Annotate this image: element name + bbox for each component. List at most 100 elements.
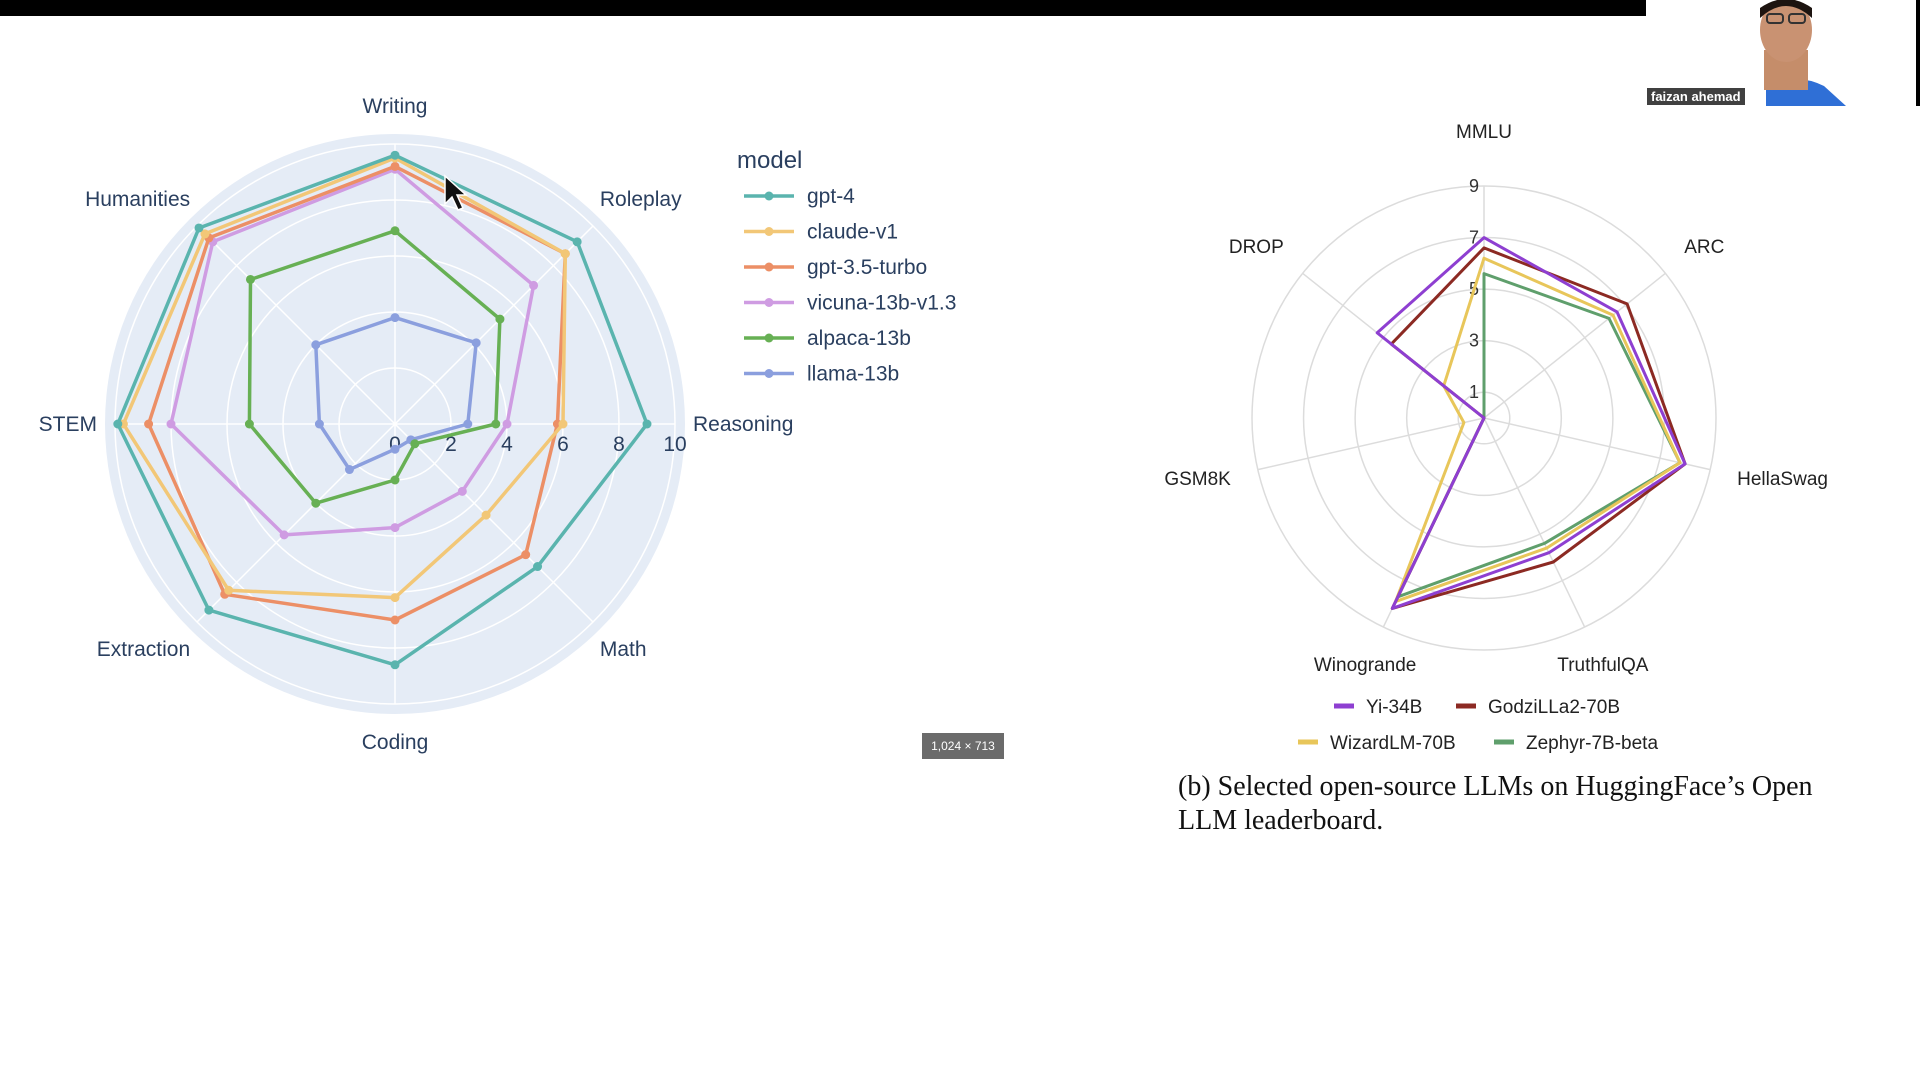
legend-marker-gpt-4 (764, 191, 774, 201)
open-llm-leaderboard-radar-chart: 13579MMLUARCHellaSwagTruthfulQAWinogrand… (1164, 122, 1828, 754)
data-point-claude-v1 (390, 593, 400, 603)
legend-label-llama-13b: llama-13b (807, 363, 899, 386)
mouse-cursor-icon (444, 174, 468, 211)
data-point-gpt-3-5-turbo (390, 161, 400, 171)
radial-tick-label: 8 (613, 433, 625, 456)
data-point-llama-13b (314, 419, 324, 429)
radar-spoke (196, 225, 396, 425)
axis-label-humanities: Humanities (85, 188, 190, 211)
legend-marker-gpt-3-5-turbo (764, 262, 774, 272)
radar-spoke (394, 225, 594, 425)
legend-marker-claude-v1 (764, 227, 774, 236)
radial-tick-label: 10 (663, 433, 686, 456)
axis-label-extraction: Extraction (97, 638, 190, 661)
axis-label-writing: Writing (363, 95, 428, 118)
legend-label-vicuna-13b-v1-3: vicuna-13b-v1.3 (807, 292, 956, 315)
radial-tick-label: 0 (389, 433, 401, 456)
data-point-vicuna-13b-v1-3 (502, 419, 512, 429)
webcam-thumbnail: faizan ahemad (1646, 0, 1886, 106)
radar-spoke (1483, 417, 1711, 471)
data-point-alpaca-13b (390, 226, 400, 236)
legend-label-claude-v1: claude-v1 (807, 221, 898, 244)
axis-label-arc: ARC (1684, 237, 1724, 258)
data-point-gpt-4 (572, 237, 582, 247)
data-point-alpaca-13b (311, 498, 321, 508)
radar-spoke (1257, 417, 1485, 471)
data-point-claude-v1 (558, 419, 568, 429)
legend-marker-alpaca-13b (764, 333, 774, 343)
webcam-participant-name: faizan ahemad (1647, 88, 1745, 105)
legend-label-gpt-3-5-turbo: gpt-3.5-turbo (807, 256, 927, 279)
data-point-vicuna-13b-v1-3 (390, 523, 400, 533)
radar-spoke (1483, 417, 1586, 628)
axis-label-reasoning: Reasoning (693, 413, 793, 436)
legend-title: model (737, 147, 802, 174)
axis-label-drop: DROP (1229, 237, 1284, 258)
series-line-yi-34b (1375, 236, 1687, 610)
series-line-wizardlm-70b (1394, 256, 1682, 603)
data-point-alpaca-13b (245, 274, 255, 284)
data-point-llama-13b (344, 465, 354, 475)
data-point-alpaca-13b (491, 419, 501, 429)
data-point-llama-13b (390, 313, 400, 323)
axis-label-stem: STEM (39, 413, 97, 436)
axis-label-roleplay: Roleplay (600, 188, 682, 211)
data-point-alpaca-13b (410, 439, 420, 449)
legend-marker-vicuna-13b-v1-3 (764, 298, 774, 307)
data-point-gpt-3-5-turbo (144, 419, 154, 429)
data-point-gpt-3-5-turbo (390, 615, 400, 625)
data-point-vicuna-13b-v1-3 (166, 419, 176, 429)
data-point-claude-v1 (481, 510, 491, 520)
data-point-alpaca-13b (390, 475, 400, 485)
legend-marker-llama-13b (764, 369, 774, 378)
radial-tick-label: 6 (557, 433, 569, 456)
legend-label-yi-34b: Yi-34B (1366, 697, 1422, 718)
data-point-gpt-3-5-turbo (521, 550, 531, 560)
data-point-alpaca-13b (495, 314, 505, 324)
data-point-gpt-4 (204, 605, 214, 615)
data-point-claude-v1 (200, 229, 210, 239)
data-point-gpt-4 (113, 419, 123, 429)
radial-tick-label: 7 (1469, 228, 1479, 248)
data-point-llama-13b (471, 338, 481, 348)
radial-tick-label: 2 (445, 433, 457, 456)
data-point-llama-13b (311, 340, 321, 350)
data-point-claude-v1 (560, 249, 570, 259)
data-point-vicuna-13b-v1-3 (457, 486, 467, 496)
data-point-vicuna-13b-v1-3 (529, 280, 539, 290)
data-point-vicuna-13b-v1-3 (279, 530, 289, 540)
figure-caption: (b) Selected open-source LLMs on Hugging… (1178, 771, 1813, 836)
data-point-llama-13b (390, 444, 400, 454)
radial-tick-label: 1 (1469, 382, 1479, 402)
legend-label-gpt-4: gpt-4 (807, 185, 855, 208)
series-line-godzilla2-70b (1389, 246, 1687, 610)
data-point-claude-v1 (224, 585, 234, 595)
axis-label-gsm8k: GSM8K (1164, 469, 1231, 490)
data-point-gpt-4 (533, 562, 543, 572)
radial-tick-label: 3 (1469, 331, 1479, 351)
legend-label-wizardlm-70b: WizardLM-70B (1330, 733, 1456, 754)
axis-label-winogrande: Winogrande (1314, 655, 1416, 676)
legend-label-zephyr-7b-beta: Zephyr-7B-beta (1526, 733, 1658, 754)
screen-share-top-bar (0, 0, 1646, 16)
axis-label-coding: Coding (362, 731, 429, 754)
axis-label-math: Math (600, 638, 647, 661)
image-dimension-badge: 1,024 × 713 (922, 733, 1004, 759)
data-point-gpt-4 (194, 223, 204, 233)
radial-tick-label: 4 (501, 433, 513, 456)
radar-spoke (394, 423, 594, 623)
legend-label-godzilla2-70b: GodziLLa2-70B (1488, 697, 1620, 718)
data-point-gpt-4 (390, 660, 400, 670)
axis-label-truthfulqa: TruthfulQA (1557, 655, 1648, 676)
data-point-gpt-4 (642, 419, 652, 429)
data-point-llama-13b (463, 419, 473, 429)
data-point-alpaca-13b (244, 419, 254, 429)
data-point-gpt-4 (390, 150, 400, 160)
axis-label-hellaswag: HellaSwag (1737, 469, 1828, 490)
axis-label-mmlu: MMLU (1456, 122, 1512, 143)
legend-label-alpaca-13b: alpaca-13b (807, 327, 911, 350)
screen-share-right-edge (1916, 0, 1920, 106)
radial-tick-label: 9 (1469, 176, 1479, 196)
radar-spoke (1483, 272, 1666, 419)
